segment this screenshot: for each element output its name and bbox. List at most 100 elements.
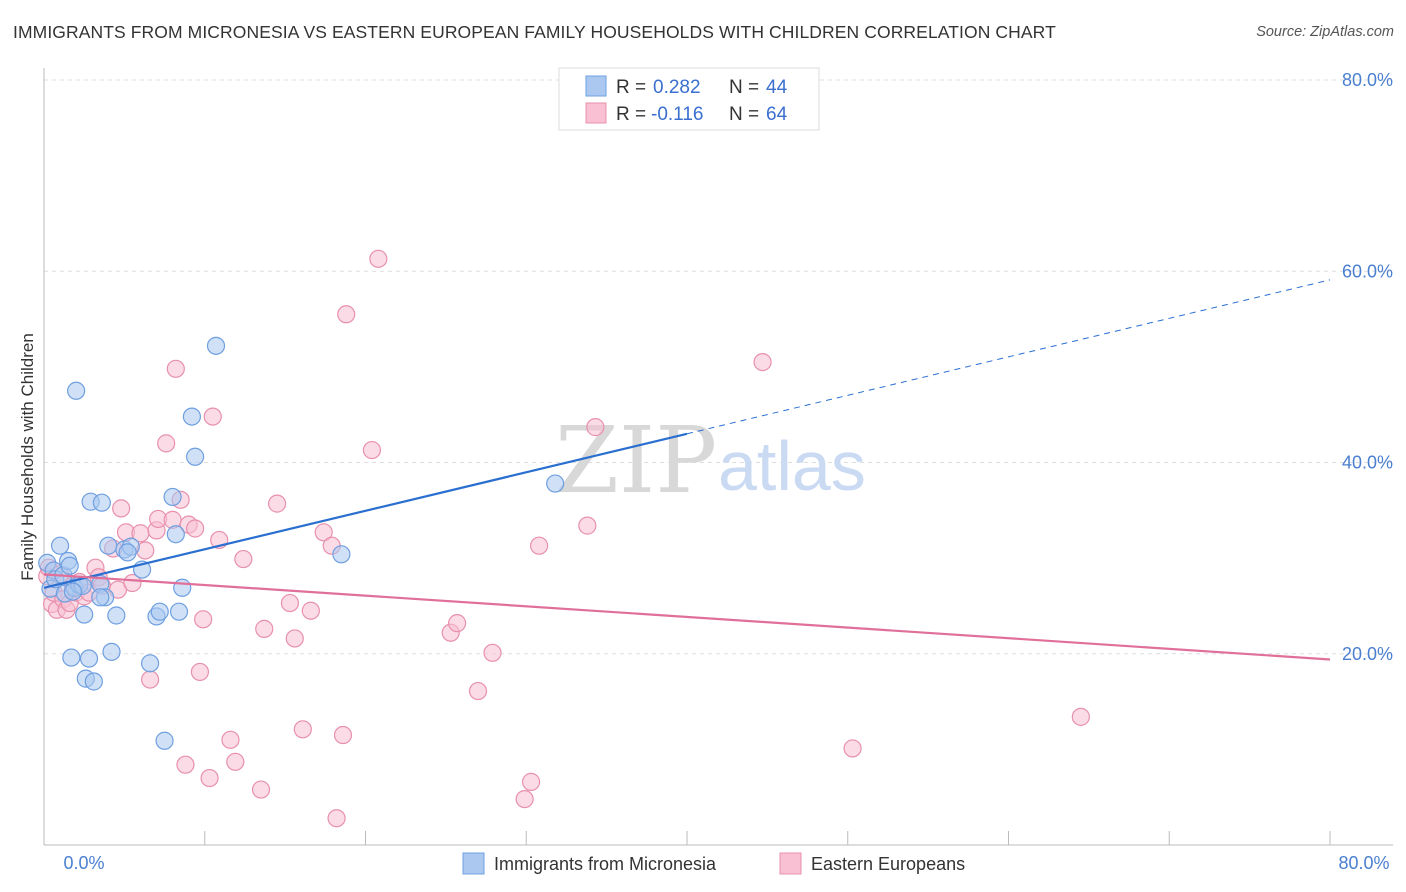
point-eastern-europeans	[586, 418, 605, 437]
axes	[43, 68, 1393, 846]
point-eastern-europeans	[314, 523, 333, 542]
series-immigrants-from-micronesia	[38, 336, 565, 750]
point-eastern-europeans	[280, 593, 300, 613]
point-eastern-europeans	[203, 407, 222, 426]
watermark-zip: ZIP	[555, 407, 717, 514]
point-eastern-europeans	[448, 614, 467, 633]
point-micronesia	[186, 447, 205, 466]
point-eastern-europeans	[369, 249, 388, 268]
chart-title: IMMIGRANTS FROM MICRONESIA VS EASTERN EU…	[13, 22, 1056, 42]
x-tick-label-max: 80.0%	[1338, 853, 1389, 873]
point-micronesia	[50, 536, 70, 555]
point-micronesia	[150, 602, 169, 621]
legend-swatch-micronesia	[462, 852, 485, 875]
point-micronesia	[155, 731, 174, 750]
point-eastern-europeans	[200, 768, 219, 788]
x-tick-label-min: 0.0%	[63, 853, 104, 873]
stats-r-value-pink: -0.116	[651, 104, 703, 125]
point-micronesia	[60, 556, 79, 575]
stats-legend: R = 0.282 N = 44 R = -0.116 N = 64	[558, 67, 820, 131]
point-micronesia	[62, 648, 81, 667]
point-eastern-europeans	[327, 809, 346, 828]
trend-line-micronesia-extension	[686, 279, 1331, 435]
point-eastern-europeans	[190, 662, 210, 682]
point-eastern-europeans	[483, 643, 502, 662]
point-eastern-europeans	[843, 739, 862, 758]
point-micronesia	[107, 606, 126, 625]
point-micronesia	[206, 336, 226, 355]
point-eastern-europeans	[753, 352, 772, 372]
watermark: ZIP atlas	[555, 407, 866, 514]
stats-n-value-pink: 64	[766, 104, 788, 125]
point-eastern-europeans	[221, 730, 240, 749]
point-eastern-europeans	[112, 499, 131, 518]
x-axis-ticks	[204, 831, 1331, 845]
point-eastern-europeans	[515, 789, 534, 809]
point-eastern-europeans	[521, 772, 541, 791]
trend-line-eastern-europeans	[43, 573, 1331, 661]
point-eastern-europeans	[251, 780, 271, 799]
point-eastern-europeans	[578, 516, 597, 535]
point-micronesia	[91, 588, 110, 607]
y-tick-label: 80.0%	[1342, 70, 1393, 90]
y-tick-label: 60.0%	[1342, 261, 1393, 281]
trend-line-micronesia	[43, 432, 688, 589]
point-micronesia	[166, 525, 185, 544]
trend-lines	[43, 279, 1331, 661]
legend-swatch-eastern-europeans	[779, 852, 802, 875]
stats-n-value-blue: 44	[766, 77, 788, 98]
point-eastern-europeans	[362, 440, 382, 460]
stats-r-label-blue: R =	[616, 77, 646, 98]
point-micronesia	[118, 543, 137, 562]
stats-r-label-pink: R =	[616, 104, 646, 125]
point-eastern-europeans	[255, 619, 274, 638]
point-eastern-europeans	[140, 670, 160, 689]
point-micronesia	[99, 536, 118, 555]
point-micronesia	[140, 654, 160, 673]
point-eastern-europeans	[337, 305, 356, 324]
watermark-atlas: atlas	[718, 427, 866, 505]
point-micronesia	[546, 474, 565, 493]
point-eastern-europeans	[267, 494, 287, 513]
point-eastern-europeans	[234, 549, 253, 569]
point-micronesia	[163, 487, 182, 507]
point-micronesia	[67, 381, 86, 400]
point-micronesia	[102, 642, 121, 661]
stats-legend-swatch-blue	[585, 75, 607, 97]
point-micronesia	[92, 493, 111, 512]
point-eastern-europeans	[468, 681, 488, 701]
point-eastern-europeans	[285, 629, 304, 648]
series-legend: Immigrants from Micronesia Eastern Europ…	[462, 852, 965, 875]
legend-label-micronesia: Immigrants from Micronesia	[494, 854, 717, 874]
stats-legend-swatch-pink	[585, 102, 607, 124]
point-eastern-europeans	[157, 434, 176, 453]
point-micronesia	[169, 602, 189, 621]
point-eastern-europeans	[1071, 707, 1090, 726]
point-eastern-europeans	[293, 720, 312, 739]
point-micronesia	[173, 578, 192, 597]
stats-n-label-blue: N =	[729, 77, 759, 98]
point-eastern-europeans	[226, 752, 245, 771]
series-eastern-europeans	[38, 249, 1090, 828]
point-micronesia	[332, 545, 351, 564]
point-eastern-europeans	[194, 610, 213, 629]
stats-n-label-pink: N =	[729, 104, 759, 125]
point-eastern-europeans	[186, 519, 205, 538]
point-eastern-europeans	[530, 536, 549, 555]
source-label: Source: ZipAtlas.com	[1256, 24, 1394, 40]
point-eastern-europeans	[176, 755, 195, 774]
legend-label-eastern-europeans: Eastern Europeans	[811, 854, 965, 874]
point-micronesia	[79, 649, 99, 668]
point-micronesia	[84, 672, 103, 691]
y-tick-label: 40.0%	[1342, 453, 1393, 473]
y-axis-title: Family Households with Children	[18, 333, 37, 581]
y-tick-labels: 20.0% 40.0% 60.0% 80.0%	[1342, 70, 1393, 664]
grid-lines	[44, 79, 1393, 655]
point-micronesia	[182, 407, 201, 426]
point-eastern-europeans	[301, 601, 320, 620]
point-micronesia	[63, 582, 83, 601]
point-micronesia	[75, 605, 94, 624]
point-eastern-europeans	[123, 573, 142, 593]
y-tick-label: 20.0%	[1342, 644, 1393, 664]
